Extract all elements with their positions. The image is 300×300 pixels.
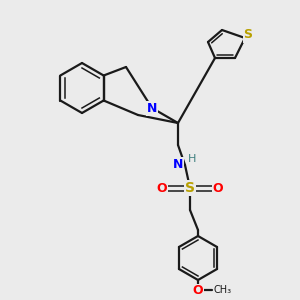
Text: S: S — [244, 28, 253, 41]
Text: H: H — [188, 154, 196, 164]
Text: N: N — [147, 101, 157, 115]
Text: S: S — [185, 181, 195, 195]
Text: O: O — [213, 182, 223, 194]
Text: CH₃: CH₃ — [214, 285, 232, 295]
Text: N: N — [173, 158, 183, 170]
Text: O: O — [193, 284, 203, 298]
Text: O: O — [157, 182, 167, 194]
